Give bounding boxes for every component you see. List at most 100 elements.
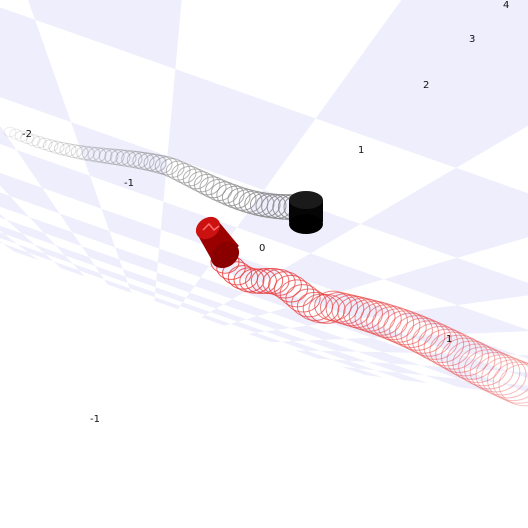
floor-tile <box>71 122 168 202</box>
floor-tile <box>281 341 321 351</box>
red-trail-ring <box>446 340 496 380</box>
floor-tile <box>415 352 508 372</box>
floor-tile <box>122 268 157 288</box>
floor-tile <box>320 350 368 362</box>
floor-tile <box>507 371 528 379</box>
floor-tile <box>55 245 96 266</box>
axis-label-y-neg1: -1 <box>90 414 100 425</box>
floor-tile <box>517 355 528 359</box>
floor-tile <box>127 282 156 298</box>
floor-tile <box>294 350 332 360</box>
black-trail-ring <box>25 134 41 147</box>
black-trail-ring <box>70 144 89 160</box>
floor-tile <box>230 321 266 333</box>
floor-tile <box>167 69 316 190</box>
floor-tile <box>72 263 105 280</box>
red-trail-ring <box>348 299 390 332</box>
red-trail-ring <box>498 363 528 407</box>
red-trail-ring <box>463 349 515 390</box>
floor-tile <box>0 213 7 220</box>
red-trail-ring <box>239 268 271 294</box>
red-trail-ring <box>452 343 502 383</box>
black-trail-ring <box>20 132 35 145</box>
floor-tile <box>29 217 82 247</box>
floor-tile <box>307 339 358 352</box>
axis-label-x-neg1: -1 <box>124 178 134 189</box>
red-trail-ring <box>435 334 483 374</box>
red-trail-ring <box>469 351 521 393</box>
floor-tile <box>420 365 501 384</box>
red-trail-ring <box>383 310 427 346</box>
black-trail-ring <box>233 189 263 213</box>
floor-tile <box>375 370 429 384</box>
floor-tile <box>360 167 528 258</box>
red-trail-ring <box>245 268 277 294</box>
black-cylinder-base <box>289 214 323 234</box>
black-cylinder-agent[interactable] <box>289 191 323 234</box>
red-trail-ring <box>222 261 252 286</box>
floor-tile <box>16 149 102 209</box>
floor-tile <box>81 246 123 269</box>
floor-tile <box>155 287 186 303</box>
red-trail-ring <box>360 302 402 336</box>
red-trail-ring <box>394 315 440 351</box>
floor-tile <box>345 337 416 353</box>
black-trail-ring <box>53 141 71 156</box>
floor-tile <box>95 265 128 283</box>
floor-tile <box>194 277 244 300</box>
red-cylinder-base <box>210 241 240 269</box>
floor-tile <box>0 172 60 214</box>
black-trail-ring <box>93 147 113 164</box>
floor-tile <box>269 307 330 326</box>
floor-tile <box>6 219 56 246</box>
red-trail-ring <box>423 328 471 367</box>
floor-tile <box>0 225 35 245</box>
floor-tile <box>201 314 231 326</box>
red-trail-ring <box>486 359 528 402</box>
floor-tile <box>265 329 308 342</box>
black-trail-ring <box>3 126 17 138</box>
floor-tile <box>154 297 181 310</box>
red-trail-ring <box>389 312 433 348</box>
black-trail-ring <box>9 128 23 140</box>
floor-tile <box>279 253 384 293</box>
floor-tile <box>223 299 270 317</box>
floor-tile <box>0 7 72 123</box>
floor-tile <box>357 351 421 366</box>
red-trail-ring <box>429 331 477 370</box>
floor-tile <box>101 208 161 249</box>
floor-tile <box>0 241 3 244</box>
floor-tile <box>0 192 30 218</box>
floor-tile <box>115 247 158 273</box>
black-trail-ring <box>65 144 83 159</box>
floor-tile <box>290 325 346 340</box>
red-trail-ring <box>406 320 452 357</box>
axis-label-x-0: 0 <box>259 243 265 254</box>
floor-tile <box>104 279 132 293</box>
floor-tile <box>331 359 376 371</box>
black-trail-ring <box>154 156 179 176</box>
red-trail-ring <box>417 325 465 364</box>
floor-tile <box>246 316 291 330</box>
black-trail-ring <box>109 149 131 166</box>
floor-tile <box>28 0 182 70</box>
floor-tile <box>500 383 528 393</box>
red-trail-ring <box>291 288 327 318</box>
floor-tile <box>367 361 425 376</box>
black-trail-ring <box>98 148 119 165</box>
black-trail-ring <box>87 147 107 163</box>
red-trail-ring <box>412 323 458 360</box>
red-trail-ring <box>400 317 446 354</box>
floor-tile <box>424 375 496 392</box>
black-trail-ring <box>14 130 29 142</box>
red-trail <box>210 250 528 407</box>
black-trail-ring <box>115 149 137 167</box>
red-trail-ring <box>262 268 296 296</box>
red-trail-ring <box>308 293 346 324</box>
red-cylinder-agent[interactable] <box>192 212 245 273</box>
red-trail-ring <box>342 297 384 330</box>
red-trail-ring <box>492 361 528 404</box>
red-trail-ring <box>475 354 527 396</box>
